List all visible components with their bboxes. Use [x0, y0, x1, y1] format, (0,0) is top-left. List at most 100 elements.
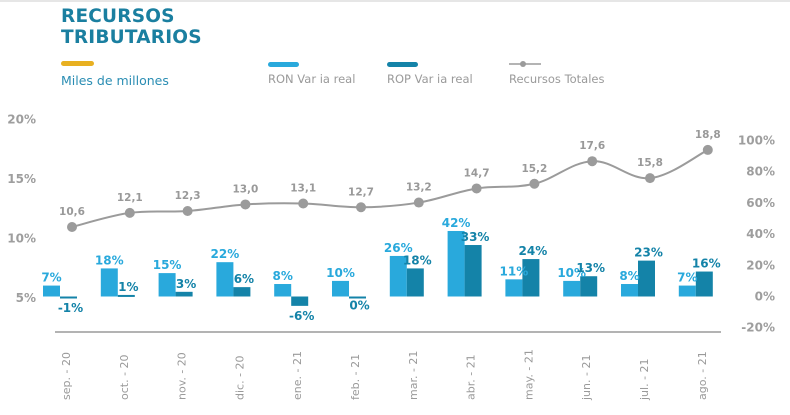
bar-ron [100, 268, 118, 297]
title-line-1: RECURSOS [61, 6, 175, 27]
line-point-label: 13,1 [290, 183, 316, 195]
chart-subtitle: Miles de millones [61, 73, 169, 88]
line-point [413, 197, 424, 208]
bar-label-rop: 6% [234, 272, 254, 286]
bar-label-rop: 18% [403, 253, 432, 267]
bar-rop [638, 260, 655, 297]
legend-swatch-ron [268, 62, 299, 67]
line-point [356, 202, 366, 213]
right-axis-tick: 100% [738, 134, 775, 148]
bar-rop [695, 271, 713, 297]
bar-label-rop: 13% [576, 261, 605, 275]
left-axis-tick: 5% [16, 291, 36, 305]
category-label: mar. - 21 [407, 351, 420, 400]
bar-label-rop: 23% [634, 246, 663, 260]
bar-label-rop: 0% [349, 299, 369, 313]
bar-label-rop: 1% [118, 280, 138, 294]
category-label: ene. - 21 [291, 351, 304, 400]
bar-rop [522, 259, 540, 297]
category-label: nov. - 20 [176, 352, 189, 400]
bar-ron [332, 280, 349, 297]
bar-ron [389, 255, 407, 297]
bar-label-rop: 3% [176, 277, 196, 291]
bar-label-rop: 24% [519, 244, 548, 258]
bar-label-rop: -1% [58, 301, 83, 315]
line-point [298, 198, 309, 209]
title-line-2: TRIBUTARIOS [61, 27, 202, 48]
line-point-label: 10,6 [59, 206, 85, 218]
bar-rop [117, 294, 135, 297]
bar-label-ron: 7% [41, 271, 61, 285]
line-point-label: 15,2 [521, 163, 547, 175]
right-axis-tick: 80% [746, 165, 775, 179]
bar-label-ron: 42% [442, 216, 471, 230]
category-label: oct. - 20 [118, 354, 131, 400]
bar-label-ron: 10% [557, 266, 586, 280]
bar-label-ron: 10% [326, 266, 355, 280]
bar-label-ron: 18% [95, 253, 124, 267]
bar-rop [464, 245, 482, 297]
line-point-label: 15,8 [637, 157, 663, 169]
line-point [645, 173, 655, 184]
bar-label-ron: 22% [211, 247, 240, 261]
bar-label-ron: 8% [619, 269, 639, 283]
bar-label-ron: 26% [384, 241, 413, 255]
category-label: feb. - 21 [349, 354, 362, 400]
bar-ron [678, 285, 696, 297]
right-axis-tick: 60% [746, 196, 775, 210]
left-axis-tick: 20% [7, 113, 36, 127]
top-border [0, 0, 790, 2]
bar-label-ron: 11% [500, 264, 529, 278]
line-point-label: 12,7 [348, 186, 374, 198]
bar-ron [43, 285, 60, 297]
right-axis-tick: 20% [746, 258, 775, 272]
bar-rop [349, 296, 366, 299]
bar-ron [216, 262, 234, 297]
line-point-label: 13,0 [232, 183, 258, 195]
line-point-label: 13,2 [406, 182, 432, 194]
bar-ron [505, 279, 523, 297]
bar-label-rop: -6% [289, 309, 314, 323]
title-accent-bar [61, 61, 94, 66]
bar-rop [233, 287, 251, 297]
legend-label-ron: RON Var ia real [268, 72, 356, 86]
line-point-label: 12,1 [117, 192, 143, 204]
bar-rop [291, 296, 309, 306]
right-axis-tick: -20% [741, 321, 775, 335]
bar-label-ron: 7% [677, 271, 697, 285]
line-recursos-totales [71, 149, 709, 228]
bar-ron [447, 230, 465, 297]
bar-label-ron: 8% [273, 269, 293, 283]
right-axis-tick: 0% [755, 290, 775, 304]
category-label: jul. - 21 [638, 358, 651, 401]
bar-label-ron: 15% [153, 258, 182, 272]
line-point [182, 206, 193, 217]
legend-swatch-rop [387, 62, 418, 67]
line-point [67, 222, 77, 232]
category-label: sep. - 20 [60, 352, 73, 400]
line-point [587, 156, 598, 167]
bar-rop [580, 276, 598, 297]
category-label: jun. - 21 [580, 355, 593, 401]
line-point [529, 178, 540, 189]
line-point [124, 207, 135, 218]
legend-line-marker-icon [509, 61, 541, 67]
line-point-label: 14,7 [464, 167, 490, 179]
legend-label-rop: ROP Var ia real [387, 72, 473, 86]
line-point [471, 183, 482, 194]
bar-ron [158, 273, 176, 297]
bar-rop [175, 291, 193, 297]
bar-ron [274, 284, 292, 297]
line-point [240, 199, 251, 210]
legend-label-total: Recursos Totales [509, 72, 605, 86]
left-axis-tick: 15% [7, 172, 36, 186]
line-point-label: 18,8 [695, 129, 721, 141]
category-label: dic. - 20 [233, 355, 246, 400]
bar-label-rop: 16% [692, 257, 721, 271]
category-label: may. - 21 [522, 349, 535, 400]
category-label: abr. - 21 [465, 354, 478, 400]
bar-rop [406, 268, 424, 297]
chart-title: RECURSOS TRIBUTARIOS [61, 6, 202, 48]
bar-rop [60, 296, 77, 299]
